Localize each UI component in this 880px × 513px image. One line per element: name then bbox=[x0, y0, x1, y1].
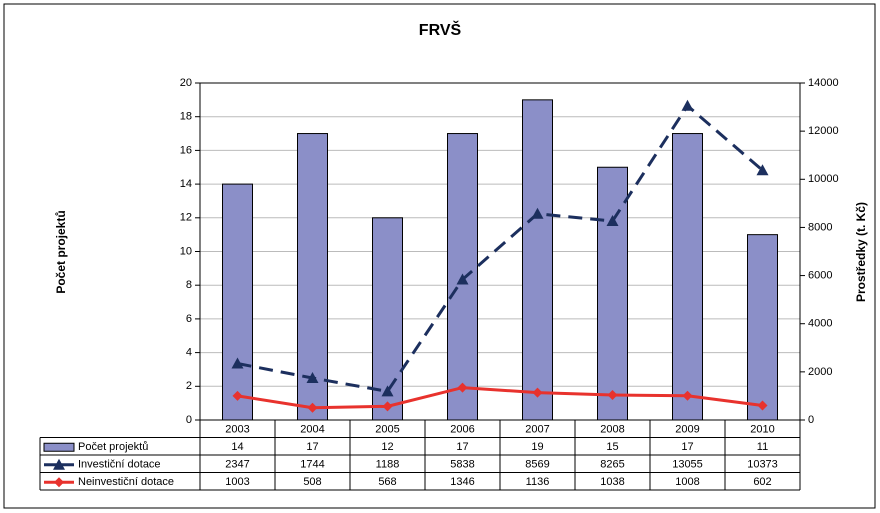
y2-tick-label: 8000 bbox=[808, 221, 832, 233]
table-value: 1188 bbox=[376, 459, 400, 471]
y-tick-label: 12 bbox=[180, 212, 192, 224]
y-tick-label: 0 bbox=[186, 414, 192, 426]
legend-label: Počet projektů bbox=[78, 441, 148, 453]
x-tick-label: 2005 bbox=[375, 424, 399, 436]
x-tick-label: 2003 bbox=[225, 424, 249, 436]
table-value: 8265 bbox=[600, 459, 624, 471]
table-value: 17 bbox=[681, 441, 693, 453]
y-tick-label: 6 bbox=[186, 313, 192, 325]
triangle-marker bbox=[606, 215, 619, 227]
table-value: 1744 bbox=[300, 459, 324, 471]
bar bbox=[522, 99, 553, 421]
triangle-marker bbox=[231, 357, 244, 369]
x-tick-label: 2010 bbox=[750, 424, 774, 436]
table-value: 1008 bbox=[675, 476, 699, 488]
y2-tick-label: 12000 bbox=[808, 125, 839, 137]
y-tick-label: 14 bbox=[180, 178, 192, 190]
table-value: 2347 bbox=[225, 459, 249, 471]
bar bbox=[597, 166, 628, 421]
legend-label: Neinvestiční dotace bbox=[78, 476, 174, 488]
y-tick-label: 20 bbox=[180, 77, 192, 89]
table-value: 15 bbox=[606, 441, 618, 453]
triangle-marker bbox=[681, 99, 694, 111]
y-tick-label: 16 bbox=[180, 144, 192, 156]
y2-tick-label: 6000 bbox=[808, 269, 832, 281]
table-value: 5838 bbox=[450, 459, 474, 471]
table-value: 12 bbox=[381, 441, 393, 453]
table-value: 11 bbox=[757, 441, 768, 453]
chart-title: FRVŠ bbox=[419, 20, 462, 39]
y-tick-label: 4 bbox=[186, 347, 192, 359]
y-tick-label: 8 bbox=[186, 279, 192, 291]
y-tick-label: 2 bbox=[186, 380, 192, 392]
y2-axis-title: Prostředky (t. Kč) bbox=[854, 202, 868, 302]
table-value: 508 bbox=[303, 476, 321, 488]
table-value: 1038 bbox=[600, 476, 624, 488]
x-tick-label: 2008 bbox=[600, 424, 624, 436]
triangle-marker bbox=[456, 273, 469, 285]
x-tick-label: 2004 bbox=[300, 424, 324, 436]
diamond-marker bbox=[757, 400, 768, 411]
table-value: 10373 bbox=[747, 459, 778, 471]
legend-label: Investiční dotace bbox=[78, 459, 161, 471]
y2-tick-label: 10000 bbox=[808, 173, 839, 185]
line bbox=[237, 103, 764, 394]
table-value: 1003 bbox=[225, 476, 249, 488]
table-value: 13055 bbox=[672, 459, 703, 471]
chart-border bbox=[3, 3, 876, 509]
diamond-marker bbox=[532, 387, 543, 398]
triangle-marker bbox=[531, 207, 544, 219]
diamond-marker bbox=[457, 382, 468, 393]
y2-tick-label: 14000 bbox=[808, 77, 839, 89]
bar bbox=[672, 133, 703, 421]
y2-tick-label: 2000 bbox=[808, 366, 832, 378]
triangle-marker bbox=[381, 385, 394, 397]
diamond-marker bbox=[307, 402, 318, 413]
bar bbox=[222, 183, 253, 421]
y-tick-label: 18 bbox=[180, 111, 192, 123]
x-tick-label: 2007 bbox=[525, 424, 549, 436]
table-value: 14 bbox=[231, 441, 243, 453]
table-value: 1136 bbox=[526, 476, 550, 488]
table-value: 17 bbox=[306, 441, 318, 453]
y-tick-label: 10 bbox=[180, 245, 192, 257]
table-value: 568 bbox=[378, 476, 396, 488]
legend-marker bbox=[54, 477, 64, 488]
table-value: 8569 bbox=[525, 459, 549, 471]
diamond-marker bbox=[682, 390, 693, 401]
diamond-marker bbox=[607, 390, 618, 401]
diamond-marker bbox=[382, 401, 393, 412]
diamond-marker bbox=[232, 390, 243, 401]
x-tick-label: 2006 bbox=[450, 424, 474, 436]
x-tick-label: 2009 bbox=[675, 424, 699, 436]
table-value: 19 bbox=[531, 441, 543, 453]
table-value: 1346 bbox=[450, 476, 474, 488]
legend-swatch bbox=[43, 442, 75, 452]
y2-tick-label: 4000 bbox=[808, 318, 832, 330]
triangle-marker bbox=[306, 372, 319, 384]
y-axis-title: Počet projektů bbox=[54, 210, 68, 293]
table-value: 602 bbox=[753, 476, 771, 488]
table-value: 17 bbox=[456, 441, 468, 453]
y2-tick-label: 0 bbox=[808, 414, 814, 426]
bar bbox=[747, 234, 778, 421]
triangle-marker bbox=[756, 164, 769, 176]
legend-marker bbox=[53, 458, 65, 470]
line bbox=[237, 386, 763, 410]
